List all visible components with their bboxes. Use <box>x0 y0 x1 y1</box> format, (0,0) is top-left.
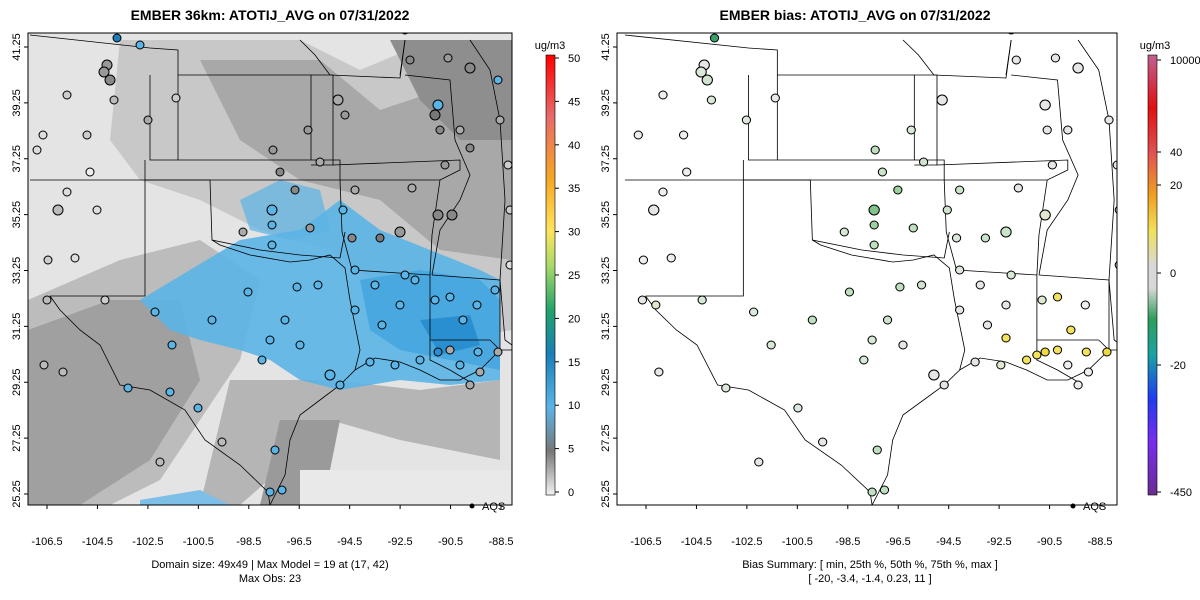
left-map-frame <box>27 32 513 506</box>
y-tick-label: 41.25 <box>600 33 612 61</box>
y-tick-label: 27.25 <box>600 424 612 452</box>
x-tick-label: -106.5 <box>630 536 661 548</box>
y-tick-label: 39.25 <box>11 89 23 117</box>
right-y-axis: 41.25 39.25 37.25 35.25 33.25 31.25 29.25 27.25… <box>600 33 617 508</box>
right-map-frame <box>616 32 1118 506</box>
y-tick-label: 31.25 <box>11 313 23 341</box>
x-tick-label: -104.5 <box>82 536 113 548</box>
colorbar-tick-label: 45 <box>568 96 580 108</box>
colorbar-tick-label: 40 <box>1170 147 1182 159</box>
right-legend-label: AQS <box>1083 501 1106 513</box>
y-tick-label: 25.25 <box>600 480 612 508</box>
left-y-axis: 41.25 39.25 37.25 35.25 33.25 31.25 29.25 27.25… <box>11 33 28 508</box>
y-tick-label: 33.25 <box>11 257 23 285</box>
y-tick-label: 27.25 <box>11 424 23 452</box>
x-tick-label: -90.5 <box>1037 536 1062 548</box>
left-title: EMBER 36km: ATOTIJ_AVG on 07/31/2022 <box>131 7 410 23</box>
right-panel: EMBER bias: ATOTIJ_AVG on 07/31/2022 <box>600 7 1200 585</box>
left-footer-line-1: Domain size: 49x49 | Max Model = 19 at (… <box>151 559 388 571</box>
x-tick-label: -94.5 <box>337 536 362 548</box>
x-tick-label: -104.5 <box>681 536 712 548</box>
y-tick-label: 25.25 <box>11 480 23 508</box>
y-tick-label: 41.25 <box>11 33 23 61</box>
colorbar-tick-label: 50 <box>568 53 580 65</box>
left-model-field <box>28 33 512 505</box>
x-tick-label: -102.5 <box>731 536 762 548</box>
y-tick-label: 33.25 <box>600 257 612 285</box>
colorbar-tick-label: 40 <box>568 140 580 152</box>
left-legend-dot <box>469 503 475 509</box>
colorbar-tick-label: 20 <box>568 313 580 325</box>
right-footer-line-1: Bias Summary: [ min, 25th %, 50th %, 75t… <box>742 559 998 571</box>
colorbar-tick-label: 10000 <box>1170 55 1200 67</box>
x-tick-label: -102.5 <box>132 536 163 548</box>
y-tick-label: 37.25 <box>11 145 23 173</box>
left-footer-line-2: Max Obs: 23 <box>239 573 301 585</box>
x-tick-label: -98.5 <box>835 536 860 548</box>
x-tick-label: -100.5 <box>782 536 813 548</box>
colorbar-tick-label: -450 <box>1170 487 1192 499</box>
left-legend-label: AQS <box>482 501 505 513</box>
colorbar-tick-label: 0 <box>568 487 574 499</box>
x-tick-label: -96.5 <box>886 536 911 548</box>
colorbar-tick-label: 10 <box>568 400 580 412</box>
colorbar-tick-label: 25 <box>568 270 580 282</box>
x-tick-label: -98.5 <box>236 536 261 548</box>
colorbar-tick-label: 15 <box>568 357 580 369</box>
y-tick-label: 29.25 <box>11 368 23 396</box>
colorbar-tick-label: -20 <box>1170 360 1186 372</box>
colorbar-tick-label: 20 <box>1170 180 1182 192</box>
right-colorbar-unit: ug/m3 <box>1140 40 1171 52</box>
right-colorbar: ug/m3 10000 40 20 0 -20 -450 <box>1140 40 1200 499</box>
y-tick-label: 35.25 <box>11 201 23 229</box>
y-tick-label: 29.25 <box>600 368 612 396</box>
x-tick-label: -96.5 <box>287 536 312 548</box>
x-tick-label: -92.5 <box>388 536 413 548</box>
right-x-axis: -106.5 -104.5 -102.5 -100.5 -98.5 -96.5 -94.5 -… <box>630 505 1113 548</box>
left-x-axis: -106.5 -104.5 -102.5 -100.5 -98.5 -96.5 -94.5 -… <box>31 505 514 548</box>
colorbar-tick-label: 30 <box>568 227 580 239</box>
right-footer-line-2: [ -20, -3.4, -1.4, 0.23, 11 ] <box>808 573 931 585</box>
x-tick-label: -88.5 <box>488 536 513 548</box>
right-title: EMBER bias: ATOTIJ_AVG on 07/31/2022 <box>719 7 990 23</box>
x-tick-label: -94.5 <box>936 536 961 548</box>
x-tick-label: -90.5 <box>438 536 463 548</box>
x-tick-label: -88.5 <box>1087 536 1112 548</box>
y-tick-label: 37.25 <box>600 145 612 173</box>
colorbar-tick-label: 5 <box>568 444 574 456</box>
y-tick-label: 31.25 <box>600 313 612 341</box>
y-tick-label: 39.25 <box>600 89 612 117</box>
x-tick-label: -106.5 <box>31 536 62 548</box>
left-colorbar-unit: ug/m3 <box>535 40 566 52</box>
y-tick-label: 35.25 <box>600 201 612 229</box>
right-bias-field <box>617 33 1117 505</box>
colorbar-tick-label: 35 <box>568 183 580 195</box>
right-legend-dot <box>1070 503 1076 509</box>
left-panel: EMBER 36km: ATOTIJ_AVG on 07/31/2022 <box>11 7 580 585</box>
x-tick-label: -92.5 <box>987 536 1012 548</box>
colorbar-tick-label: 0 <box>1170 268 1176 280</box>
x-tick-label: -100.5 <box>183 536 214 548</box>
